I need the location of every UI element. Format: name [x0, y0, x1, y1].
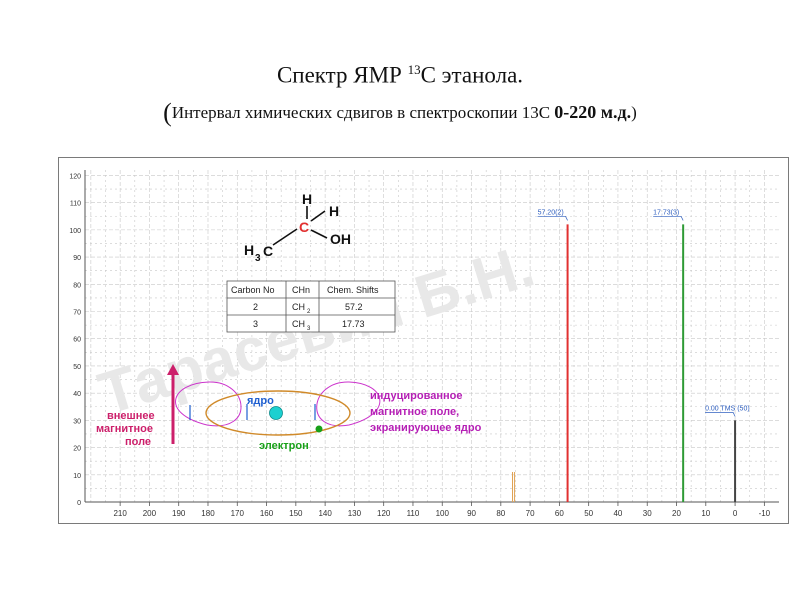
induced-field-line: индуцированное: [370, 390, 462, 402]
subtitle-paren-close: ): [631, 103, 637, 122]
induced-field-label: индуцированное магнитное поле, экранирую…: [370, 390, 482, 434]
induced-field-line: экранирующее ядро: [370, 422, 482, 434]
bond-c-h-right: [310, 210, 326, 222]
table-border: [226, 280, 396, 333]
y-tick-label: 10: [73, 473, 81, 480]
x-tick-label: -10: [759, 509, 771, 518]
electron-icon: [315, 425, 323, 433]
chart-subtitle: (Интервал химических сдвигов в спектроск…: [0, 98, 800, 128]
table-cell: 17.73: [342, 319, 365, 329]
nucleus-label: ядро: [247, 395, 274, 407]
spectrum-frame: Тарасевич Б.Н. 0 10 20 30 40 50 60 70 80 90 100 110…: [58, 157, 789, 524]
subtitle-text: Интервал химических сдвигов в спектроско…: [171, 103, 555, 122]
molecule-h3-subscript: 3: [255, 253, 261, 264]
x-tick-label: 110: [407, 509, 420, 518]
table-cell: 2: [253, 302, 258, 312]
subtitle-range: 0-220 м.д.: [554, 102, 632, 122]
y-tick-label: 20: [73, 446, 81, 453]
x-tick-label: 160: [260, 509, 274, 518]
y-tick-label: 40: [73, 391, 81, 398]
table-header: Chem. Shifts: [327, 285, 379, 295]
electron-orbit: [205, 390, 351, 436]
nmr-spectrum-chart: Тарасевич Б.Н. 0102030405060708090100110…: [69, 170, 779, 518]
x-tick-label: 80: [496, 509, 505, 518]
x-tick-label: 70: [526, 509, 535, 518]
bond-c-o: [310, 229, 328, 239]
chemical-shift-table: Carbon No CHn Chem. Shifts 2 CH 2 57.2 3…: [226, 280, 396, 333]
x-tick-label: 0: [733, 509, 738, 518]
table-header: CHn: [292, 285, 310, 295]
ethanol-structure: H H OH H 3 C C: [244, 191, 351, 264]
table-cell-subscript: 2: [307, 309, 311, 315]
molecule-h-right: H: [329, 203, 339, 219]
x-tick-label: 60: [555, 509, 564, 518]
peak-label: 57.20(2): [538, 209, 564, 216]
electron-label: электрон: [259, 440, 309, 452]
external-field-label: внешнее магнитное поле: [96, 410, 158, 448]
grid: [85, 170, 779, 503]
nucleus-icon: [269, 406, 283, 420]
y-tick-label: 30: [73, 418, 81, 425]
peaks: 57.20(2) 17.73(3) 0.00 TMS (50): [512, 209, 750, 502]
chart-title: Спектр ЯМР 13С этанола.: [0, 62, 800, 89]
table-cell: CH: [292, 302, 305, 312]
peak-label: 0.00 TMS (50): [705, 405, 750, 412]
molecule-oh: OH: [330, 231, 351, 247]
table-header: Carbon No: [231, 285, 275, 295]
induced-field-line: магнитное поле,: [370, 406, 459, 418]
x-tick-label: 100: [436, 509, 450, 518]
x-tick-label: 180: [201, 509, 215, 518]
y-tick-label: 60: [73, 337, 81, 344]
x-tick-label: 170: [231, 509, 245, 518]
y-tick-label: 50: [73, 364, 81, 371]
title-text-end: С этанола.: [420, 62, 524, 88]
peak-label-leader: [653, 216, 684, 221]
molecule-h3: H: [244, 242, 254, 258]
bond-c-c: [272, 228, 298, 246]
field-loop-right: [316, 381, 381, 427]
title-superscript: 13: [407, 62, 421, 77]
x-tick-label: 90: [467, 509, 476, 518]
x-tick-label: 150: [289, 509, 303, 518]
external-field-line: магнитное: [96, 423, 153, 435]
x-tick-label: 10: [701, 509, 710, 518]
shielding-diagram: внешнее магнитное поле ядро электрон инд…: [96, 364, 482, 452]
subtitle-paren-open: (: [163, 98, 172, 127]
peak-label-leader: [705, 412, 736, 417]
peak-label-leader: [537, 216, 568, 221]
y-tick-label: 0: [77, 500, 81, 507]
x-tick-label: 120: [377, 509, 391, 518]
peak-label: 17.73(3): [653, 209, 679, 216]
y-tick-label: 100: [69, 228, 81, 235]
x-tick-label: 200: [143, 509, 157, 518]
table-cell: 57.2: [345, 302, 363, 312]
x-tick-label: 130: [348, 509, 362, 518]
x-tick-label: 140: [318, 509, 332, 518]
arrow-head-icon: [167, 364, 179, 375]
y-tick-label: 110: [70, 201, 81, 208]
x-tick-label: 20: [672, 509, 681, 518]
field-loop-left: [175, 381, 242, 427]
x-tick-label: 40: [613, 509, 622, 518]
table-cell-subscript: 3: [307, 326, 311, 332]
y-tick-label: 90: [73, 255, 81, 262]
molecule-c-center: C: [299, 219, 309, 235]
x-tick-label: 30: [643, 509, 652, 518]
x-tick-label: 50: [584, 509, 593, 518]
y-tick-label: 120: [69, 173, 81, 180]
x-tick-label: 210: [113, 509, 127, 518]
external-field-line: внешнее: [107, 410, 155, 422]
table-cell: CH: [292, 319, 305, 329]
table-cell: 3: [253, 319, 258, 329]
external-field-line: поле: [125, 436, 151, 448]
y-tick-label: 70: [73, 310, 81, 317]
x-tick-label: 190: [172, 509, 186, 518]
molecule-h-top: H: [302, 191, 312, 207]
molecule-c-left: C: [263, 243, 273, 259]
y-tick-label: 80: [73, 282, 81, 289]
title-text: Спектр ЯМР: [276, 62, 408, 88]
